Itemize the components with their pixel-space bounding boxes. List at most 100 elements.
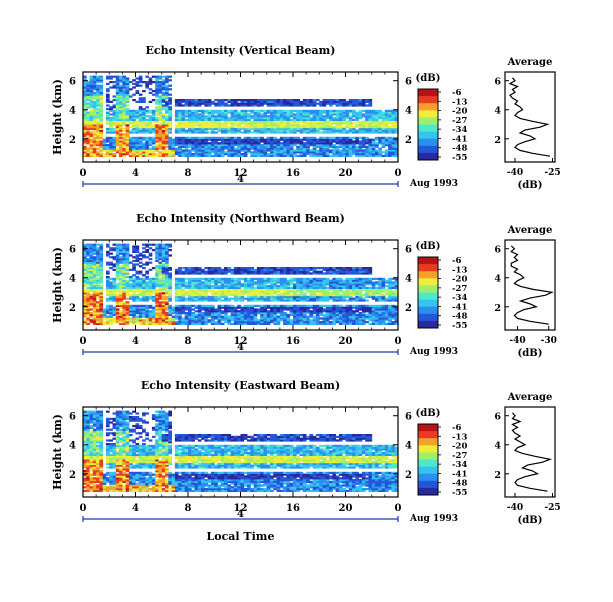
- heatmap-cell: [257, 305, 261, 307]
- heatmap-cell: [290, 267, 294, 269]
- heatmap-cell: [293, 278, 297, 280]
- heatmap-cell: [136, 121, 140, 123]
- heatmap-cell: [113, 153, 117, 155]
- heatmap-cell: [280, 305, 284, 307]
- heatmap-cell: [211, 267, 215, 269]
- colorbar: (dB)-6-13-20-27-34-41-48-55: [416, 73, 468, 163]
- heatmap-cell: [142, 97, 146, 99]
- heatmap-cell: [155, 76, 159, 78]
- heatmap-cell: [165, 149, 169, 151]
- heatmap-cell: [280, 142, 284, 144]
- heatmap-cell: [231, 99, 235, 101]
- heatmap-cell: [283, 137, 287, 139]
- heatmap-cell: [326, 121, 330, 123]
- heatmap-cell: [126, 301, 130, 303]
- heatmap-cell: [152, 278, 156, 280]
- heatmap-cell: [250, 99, 254, 101]
- heatmap-cell: [162, 104, 166, 106]
- heatmap-cell: [250, 115, 254, 117]
- heatmap-cell: [250, 278, 254, 280]
- heatmap-cell: [113, 263, 117, 265]
- heatmap-cell: [270, 305, 274, 307]
- x-tick-label: 8: [185, 168, 192, 179]
- heatmap-cell: [208, 131, 212, 133]
- heatmap-cell: [158, 244, 162, 246]
- heatmap-cell: [260, 113, 264, 115]
- heatmap-cell: [132, 256, 136, 258]
- heatmap-cell: [126, 244, 130, 246]
- heatmap-cell: [155, 144, 159, 146]
- heatmap-cell: [113, 110, 117, 112]
- heatmap-cell: [365, 110, 369, 112]
- heatmap-cell: [116, 244, 120, 246]
- heatmap-cell: [227, 298, 231, 300]
- heatmap-cell: [129, 95, 133, 97]
- heatmap-cell: [319, 317, 323, 319]
- heatmap-cell: [224, 137, 228, 139]
- heatmap-cell: [234, 307, 238, 309]
- heatmap-cell: [126, 104, 130, 106]
- heatmap-cell: [191, 278, 195, 280]
- heatmap-cell: [175, 148, 179, 150]
- y-tick-label: 2: [69, 135, 76, 146]
- heatmap-cell: [188, 278, 192, 280]
- y-tick-label: 6: [69, 77, 76, 88]
- heatmap-cell: [181, 137, 185, 139]
- heatmap-cell: [286, 305, 290, 307]
- heatmap-cell: [362, 149, 366, 151]
- heatmap-cell: [234, 137, 238, 139]
- heatmap-cell: [106, 88, 110, 90]
- heatmap-cell: [332, 137, 336, 139]
- heatmap-cell: [365, 146, 369, 148]
- heatmap-cell: [152, 137, 156, 139]
- heatmap-cell: [109, 262, 113, 264]
- heatmap-cell: [329, 149, 333, 151]
- heatmap-cell: [96, 301, 100, 303]
- heatmap-cell: [136, 81, 140, 83]
- heatmap-cell: [270, 137, 274, 139]
- heatmap-cell: [309, 117, 313, 119]
- heatmap-cell: [86, 258, 90, 260]
- heatmap-cell: [113, 95, 117, 97]
- date-label: Aug 1993: [409, 179, 458, 189]
- heatmap-cell: [254, 137, 258, 139]
- heatmap-cell: [355, 99, 359, 101]
- heatmap-cell: [214, 290, 218, 292]
- heatmap-cell: [332, 144, 336, 146]
- heatmap-cell: [359, 140, 363, 142]
- heatmap-cell: [175, 321, 179, 323]
- heatmap-cell: [139, 97, 143, 99]
- heatmap-cell: [106, 305, 110, 307]
- heatmap-cell: [129, 269, 133, 271]
- heatmap-cell: [96, 247, 100, 249]
- heatmap-cell: [293, 267, 297, 269]
- heatmap-cell: [145, 281, 149, 283]
- heatmap-cell: [306, 296, 310, 298]
- heatmap-cell: [293, 99, 297, 101]
- heatmap-cell: [158, 81, 162, 83]
- heatmap-cell: [145, 305, 149, 307]
- heatmap-cell: [126, 77, 130, 79]
- heatmap-cell: [149, 305, 153, 307]
- heatmap-cell: [277, 278, 281, 280]
- heatmap-cell: [109, 247, 113, 249]
- heatmap-cell: [316, 99, 320, 101]
- heatmap-cell: [99, 140, 103, 142]
- heatmap-cell: [132, 79, 136, 81]
- heatmap-cell: [109, 86, 113, 88]
- heatmap-cell: [218, 110, 222, 112]
- chart-title: Echo Intensity (Northward Beam): [136, 212, 345, 225]
- heatmap-cell: [241, 307, 245, 309]
- heatmap-cell: [168, 106, 172, 108]
- heatmap-cell: [250, 305, 254, 307]
- heatmap-cell: [359, 99, 363, 101]
- heatmap-cell: [247, 110, 251, 112]
- heatmap-cell: [263, 99, 267, 101]
- y-axis-label: Height (km): [51, 79, 64, 155]
- heatmap-cell: [290, 287, 294, 289]
- heatmap-cell: [250, 121, 254, 123]
- heatmap-cell: [319, 101, 323, 103]
- heatmap-cell: [96, 108, 100, 110]
- heatmap-cell: [152, 267, 156, 269]
- heatmap-cell: [267, 267, 271, 269]
